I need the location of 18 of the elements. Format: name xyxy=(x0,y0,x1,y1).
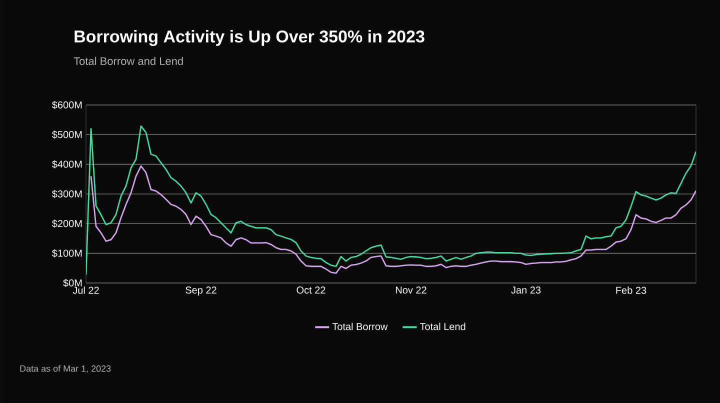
x-tick-label: Sep 22 xyxy=(186,286,216,296)
x-tick-label: Oct 22 xyxy=(296,286,326,294)
y-tick-label: $0M xyxy=(63,278,82,288)
y-tick-label: $600M xyxy=(52,100,82,110)
text: Data as of Mar 1, 2023 xyxy=(20,365,111,373)
y-tick-label: $200M xyxy=(52,220,82,228)
x-tick-label: Feb 23 xyxy=(616,286,646,294)
y-tick-label: $100M xyxy=(52,249,82,258)
x-tick-label: Nov 22 xyxy=(396,286,426,294)
chart-title: Borrowing Activity is Up Over 350% in 2023 xyxy=(74,30,424,46)
y-tick-label: $300M xyxy=(52,190,82,198)
y-tick-label: $500M xyxy=(52,130,82,139)
chart-subtitle: Total Borrow and Lend xyxy=(74,56,183,66)
x-tick-label: Jul 22 xyxy=(72,286,99,294)
legend-label: Total Lend xyxy=(420,322,466,330)
legend-label: Total Borrow xyxy=(332,322,388,330)
x-tick-label: Jan 23 xyxy=(511,286,541,294)
y-tick-label: $400M xyxy=(52,160,82,168)
